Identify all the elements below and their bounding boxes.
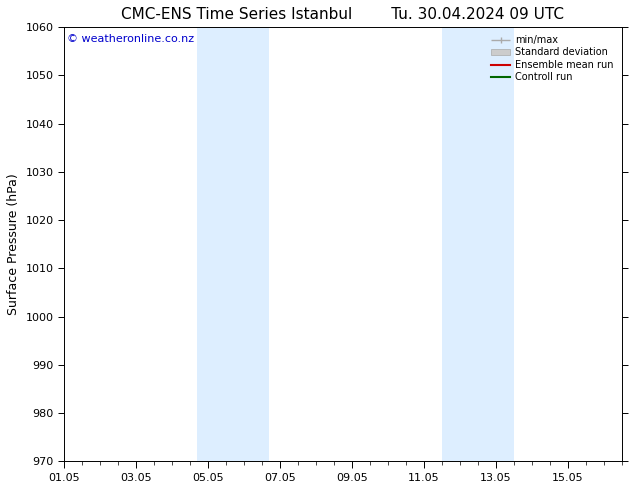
Bar [442, 27, 514, 461]
Bar [197, 27, 269, 461]
Text: © weatheronline.co.nz: © weatheronline.co.nz [67, 34, 194, 44]
Legend: min/max, Standard deviation, Ensemble mean run, Controll run: min/max, Standard deviation, Ensemble me… [488, 32, 617, 85]
Y-axis label: Surface Pressure (hPa): Surface Pressure (hPa) [7, 173, 20, 315]
Title: CMC-ENS Time Series Istanbul        Tu. 30.04.2024 09 UTC: CMC-ENS Time Series Istanbul Tu. 30.04.2… [121, 7, 564, 22]
